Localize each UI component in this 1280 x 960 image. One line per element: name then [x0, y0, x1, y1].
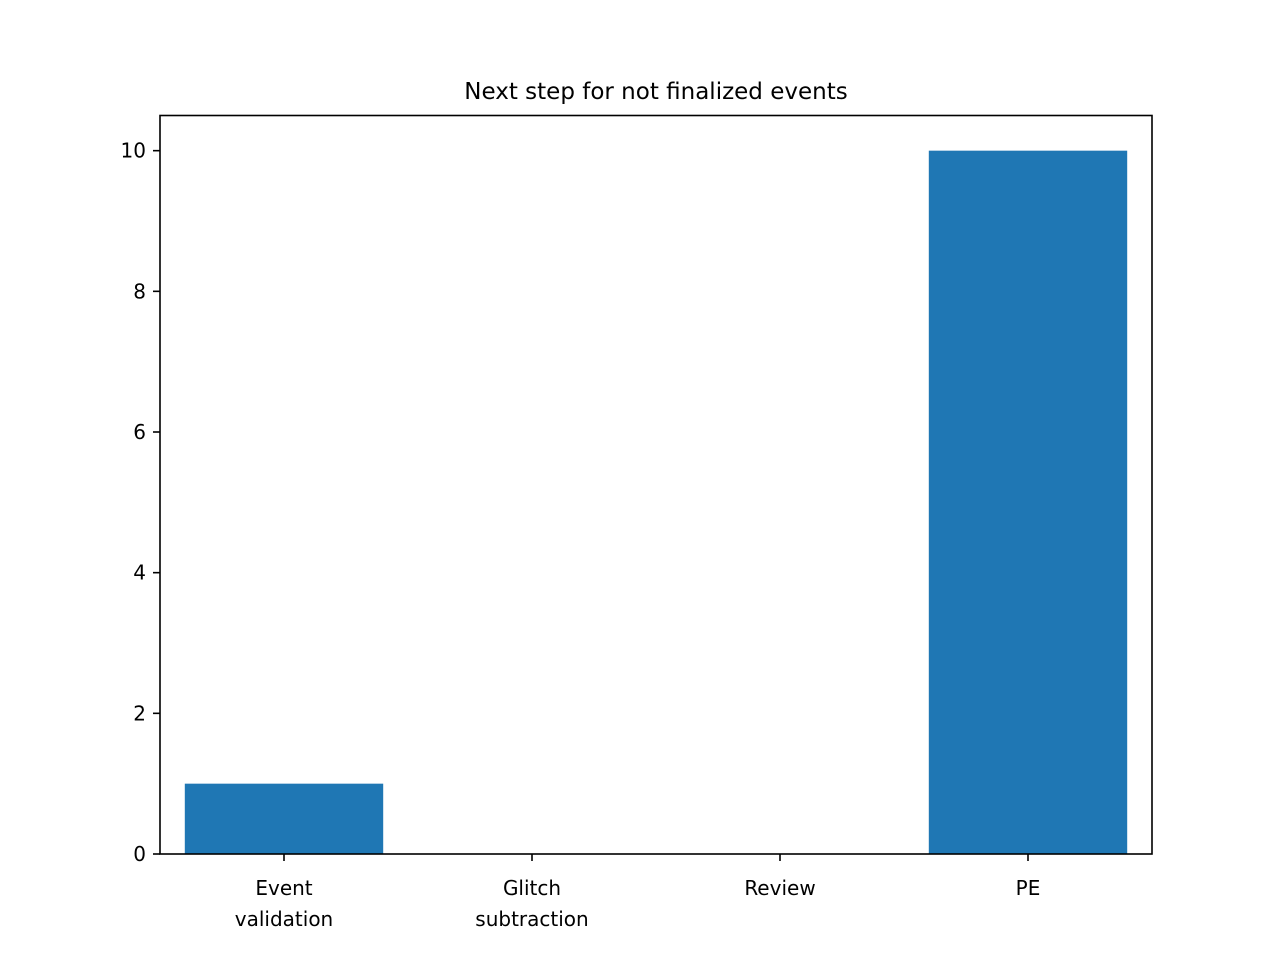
y-tick-label: 4: [133, 561, 146, 585]
y-tick-label: 8: [133, 279, 146, 303]
bars-group: [184, 150, 1128, 854]
y-tick-label: 6: [133, 420, 146, 444]
x-tick-label: Review: [744, 876, 815, 900]
bar: [184, 783, 384, 854]
x-tick-label: PE: [1016, 876, 1041, 900]
y-tick-label: 0: [133, 842, 146, 866]
x-axis: Event validation Glitch subtraction Review PE: [235, 854, 1041, 931]
x-tick-label: Event validation: [235, 876, 333, 931]
bar: [928, 150, 1128, 854]
y-tick-label: 10: [121, 139, 146, 163]
y-axis: 0 2 4 6 8 10: [121, 139, 160, 866]
chart-title: Next step for not finalized events: [464, 79, 847, 105]
plot-frame: [159, 114, 1153, 855]
y-tick-label: 2: [133, 701, 146, 725]
x-tick-label: Glitch subtraction: [475, 876, 588, 931]
